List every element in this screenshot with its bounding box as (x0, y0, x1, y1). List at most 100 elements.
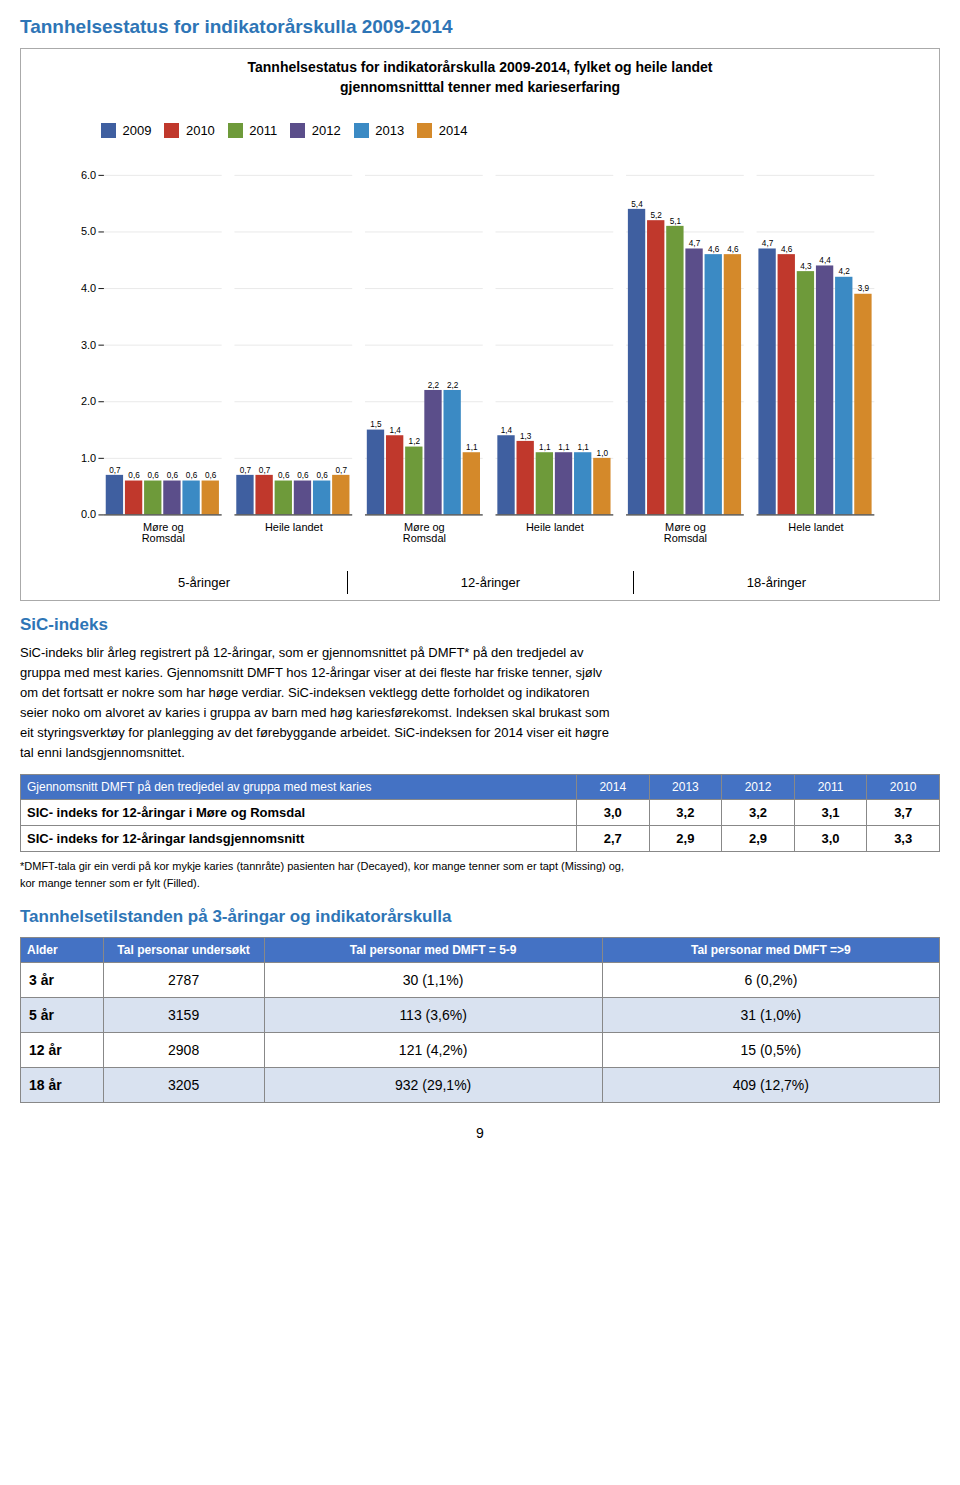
html-text:5 år: 5 år (29, 1006, 54, 1023)
html-text:tal enni landsgjennomsnittet.: tal enni landsgjennomsnittet. (20, 745, 185, 761)
svg-text:2,2: 2,2 (447, 381, 459, 390)
svg-text:0,7: 0,7 (109, 466, 121, 475)
html-text:3,0: 3,0 (603, 804, 622, 820)
svg-text:0,7: 0,7 (240, 466, 252, 475)
html-text:Gjennomsnitt DMFT på den tredj: Gjennomsnitt DMFT på den tredjedel av gr… (27, 779, 372, 794)
svg-text:0,6: 0,6 (316, 471, 328, 480)
html-text:SIC- indeks for 12-åringar i M: SIC- indeks for 12-åringar i Møre og Rom… (27, 804, 306, 820)
html-text:12 år: 12 år (29, 1041, 62, 1058)
html-text:2010: 2010 (185, 122, 215, 138)
html-text:gruppa med mest karies. Gjenno: gruppa med mest karies. Gjennomsnitt DMF… (20, 664, 603, 680)
svg-text:1,2: 1,2 (409, 437, 421, 446)
svg-text:Heile landet: Heile landet (265, 521, 323, 533)
svg-text:Møre ogRomsdal: Møre ogRomsdal (403, 521, 446, 544)
html-text:*DMFT-tala gir ein verdi på ko: *DMFT-tala gir ein verdi på kor mykje ka… (20, 859, 624, 890)
html-text:2908: 2908 (168, 1041, 200, 1058)
svg-text:4,7: 4,7 (689, 239, 701, 248)
html-text:Tannhelsetilstanden på 3-åring: Tannhelsetilstanden på 3-åringar og indi… (20, 906, 452, 926)
html-text:18-åringer: 18-åringer (746, 574, 807, 590)
html-text:3,7: 3,7 (894, 804, 913, 820)
html-text:31 (1,0%): 31 (1,0%) (740, 1006, 802, 1023)
html-text:113 (3,6%): 113 (3,6%) (399, 1006, 467, 1023)
html-text:409 (12,7%): 409 (12,7%) (732, 1076, 809, 1093)
svg-text:2.0: 2.0 (81, 395, 96, 407)
svg-text:1,1: 1,1 (539, 443, 551, 452)
html-text:3205: 3205 (168, 1076, 200, 1093)
html-text:5-åringer: 5-åringer (178, 574, 230, 590)
svg-text:1,4: 1,4 (501, 426, 513, 435)
html-text:2013: 2013 (375, 122, 405, 138)
html-text:2009: 2009 (122, 122, 152, 138)
html-text:2011: 2011 (249, 122, 278, 138)
html-text:SiC-indeks: SiC-indeks (20, 614, 108, 634)
svg-text:0,7: 0,7 (259, 466, 271, 475)
html-text:Tannhelsestatus for indikatorå: Tannhelsestatus for indikatorårskulla 20… (247, 59, 713, 96)
svg-text:0,6: 0,6 (205, 471, 217, 480)
svg-text:1,0: 1,0 (597, 449, 609, 458)
html-text:Tannhelsestatus for indikatorå: Tannhelsestatus for indikatorårskulla 20… (20, 16, 453, 37)
html-text:18 år: 18 år (29, 1076, 62, 1093)
svg-text:0.0: 0.0 (81, 509, 96, 521)
svg-text:1,1: 1,1 (558, 443, 570, 452)
svg-text:4,2: 4,2 (839, 268, 851, 277)
svg-text:0,6: 0,6 (297, 471, 309, 480)
html-text:2,7: 2,7 (603, 830, 622, 846)
svg-text:5,2: 5,2 (650, 211, 662, 220)
svg-text:5.0: 5.0 (81, 226, 96, 238)
svg-text:1,3: 1,3 (520, 432, 532, 441)
svg-text:1,1: 1,1 (466, 443, 478, 452)
svg-text:1.0: 1.0 (81, 452, 96, 464)
html-text:3,2: 3,2 (676, 804, 695, 820)
svg-text:2,2: 2,2 (428, 381, 440, 390)
html-text:eit styringsverktøy for planle: eit styringsverktøy for planlegging av d… (20, 725, 609, 741)
svg-text:1,1: 1,1 (577, 443, 589, 452)
html-text:2,9: 2,9 (748, 830, 767, 846)
svg-text:Møre ogRomsdal: Møre ogRomsdal (664, 521, 707, 544)
html-text:2013: 2013 (672, 779, 699, 794)
html-text:SIC- indeks for 12-åringar lan: SIC- indeks for 12-åringar landsgjennoms… (27, 830, 305, 846)
html-text:2787: 2787 (168, 971, 200, 988)
svg-text:3.0: 3.0 (81, 339, 96, 351)
svg-text:3,9: 3,9 (858, 285, 870, 294)
svg-text:4,4: 4,4 (819, 256, 831, 265)
html-text:SiC-indeks blir årleg registre: SiC-indeks blir årleg registrert på 12-å… (20, 644, 584, 660)
html-text:3,0: 3,0 (821, 830, 840, 846)
svg-text:6.0: 6.0 (81, 169, 96, 181)
html-text:121 (4,2%): 121 (4,2%) (398, 1041, 468, 1058)
html-text:3159: 3159 (168, 1006, 200, 1023)
html-text:30 (1,1%): 30 (1,1%) (402, 971, 464, 988)
html-text:12-åringer: 12-åringer (460, 574, 521, 590)
svg-text:1,5: 1,5 (370, 420, 382, 429)
svg-text:4,7: 4,7 (762, 239, 774, 248)
svg-text:0,6: 0,6 (128, 471, 140, 480)
svg-text:0,7: 0,7 (336, 466, 348, 475)
svg-text:0,6: 0,6 (278, 471, 290, 480)
svg-text:Heile landet: Heile landet (526, 521, 584, 533)
svg-text:Møre ogRomsdal: Møre ogRomsdal (142, 521, 185, 544)
html-text:2014: 2014 (599, 779, 627, 794)
svg-text:4,6: 4,6 (708, 245, 720, 254)
svg-text:0,6: 0,6 (167, 471, 179, 480)
svg-text:0,6: 0,6 (186, 471, 198, 480)
html-text:3,2: 3,2 (748, 804, 767, 820)
html-text:15 (0,5%): 15 (0,5%) (740, 1041, 802, 1058)
svg-text:Hele landet: Hele landet (788, 521, 843, 533)
html-text:2014: 2014 (438, 122, 468, 138)
svg-text:5,1: 5,1 (670, 217, 682, 226)
html-text:6 (0,2%): 6 (0,2%) (744, 971, 798, 988)
svg-text:4.0: 4.0 (81, 282, 96, 294)
svg-text:4,6: 4,6 (781, 245, 793, 254)
html-text:seier noko om alvoret av karie: seier noko om alvoret av karies i gruppa… (20, 705, 610, 721)
html-text:2,9: 2,9 (676, 830, 695, 846)
html-text:3 år: 3 år (29, 971, 54, 988)
html-text:om det fortsatt er nokre som h: om det fortsatt er nokre som har høge ve… (20, 685, 590, 700)
svg-text:0,6: 0,6 (148, 471, 160, 480)
html-text:932 (29,1%): 932 (29,1%) (395, 1076, 472, 1093)
svg-text:4,3: 4,3 (800, 262, 812, 271)
svg-text:4,6: 4,6 (727, 245, 739, 254)
svg-text:5,4: 5,4 (631, 200, 643, 209)
svg-text:1,4: 1,4 (389, 426, 401, 435)
html-text:3,3: 3,3 (894, 830, 913, 846)
html-text:2012: 2012 (311, 122, 341, 138)
html-text:3,1: 3,1 (821, 804, 840, 820)
